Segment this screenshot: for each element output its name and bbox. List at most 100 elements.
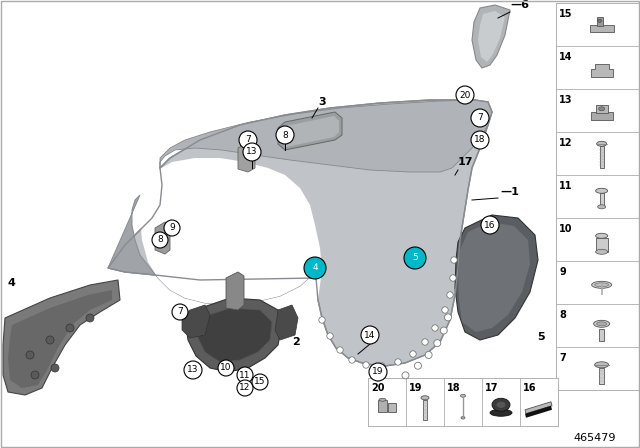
Ellipse shape (595, 283, 609, 287)
Circle shape (447, 292, 453, 298)
Circle shape (26, 351, 34, 359)
Circle shape (239, 131, 257, 149)
Ellipse shape (461, 417, 465, 419)
Bar (556, 304, 639, 347)
Bar (378, 400, 387, 412)
Bar (406, 378, 444, 426)
Circle shape (471, 109, 489, 127)
Circle shape (369, 363, 387, 381)
Circle shape (252, 374, 268, 390)
Polygon shape (591, 64, 612, 77)
Text: 11: 11 (559, 181, 573, 191)
Text: 10: 10 (220, 363, 232, 372)
Circle shape (361, 326, 379, 344)
Circle shape (327, 333, 333, 339)
Text: 13: 13 (559, 95, 573, 105)
Circle shape (456, 86, 474, 104)
Text: 20: 20 (460, 90, 470, 99)
Text: 12: 12 (559, 138, 573, 148)
Circle shape (422, 339, 428, 345)
Polygon shape (155, 222, 170, 254)
Polygon shape (140, 158, 322, 305)
Bar (423, 400, 427, 420)
Polygon shape (525, 406, 552, 418)
Bar (556, 3, 639, 390)
Text: 13: 13 (188, 366, 199, 375)
Text: 17: 17 (485, 383, 499, 393)
Text: 19: 19 (372, 367, 384, 376)
Bar (556, 218, 639, 261)
Polygon shape (3, 280, 120, 395)
Polygon shape (8, 290, 112, 388)
Ellipse shape (595, 362, 609, 368)
Circle shape (379, 363, 385, 369)
Circle shape (337, 347, 343, 353)
Text: 16: 16 (523, 383, 536, 393)
Circle shape (31, 371, 39, 379)
Text: 18: 18 (447, 383, 461, 393)
Bar (556, 3, 639, 46)
Polygon shape (275, 305, 298, 340)
Bar (596, 105, 607, 113)
Ellipse shape (421, 396, 429, 400)
Circle shape (319, 317, 325, 323)
Text: 13: 13 (246, 147, 258, 156)
Ellipse shape (461, 394, 465, 397)
Polygon shape (160, 100, 492, 172)
Circle shape (237, 380, 253, 396)
Ellipse shape (598, 107, 605, 111)
Polygon shape (108, 100, 492, 366)
Ellipse shape (591, 281, 612, 289)
Text: 15: 15 (254, 378, 266, 387)
Text: 15: 15 (559, 9, 573, 19)
Text: 8: 8 (282, 130, 288, 139)
Text: 9: 9 (169, 224, 175, 233)
Circle shape (218, 360, 234, 376)
Polygon shape (182, 305, 210, 338)
Polygon shape (226, 272, 244, 310)
Text: 20: 20 (371, 383, 385, 393)
Ellipse shape (596, 141, 607, 146)
Text: —6: —6 (510, 0, 529, 10)
Ellipse shape (490, 409, 512, 416)
Bar (556, 261, 639, 304)
Bar (600, 193, 604, 207)
Text: 5: 5 (412, 254, 418, 263)
Bar (444, 378, 482, 426)
Circle shape (395, 359, 401, 365)
Text: 4: 4 (312, 263, 318, 272)
Text: 9: 9 (559, 267, 566, 277)
Bar (388, 403, 396, 412)
Bar (599, 368, 604, 384)
Text: 7: 7 (245, 135, 251, 145)
Circle shape (184, 361, 202, 379)
Circle shape (152, 232, 168, 248)
Text: 2: 2 (292, 337, 300, 347)
Ellipse shape (596, 249, 607, 254)
Text: 17: 17 (458, 157, 474, 167)
Text: 465479: 465479 (573, 433, 616, 443)
Circle shape (349, 357, 355, 363)
Text: 12: 12 (239, 383, 251, 392)
Polygon shape (108, 195, 316, 305)
Circle shape (276, 126, 294, 144)
Bar (589, 25, 614, 32)
Circle shape (481, 216, 499, 234)
Circle shape (445, 314, 452, 321)
Bar (599, 329, 604, 341)
Polygon shape (525, 402, 552, 414)
Circle shape (425, 351, 432, 358)
Circle shape (451, 257, 457, 263)
Circle shape (442, 307, 448, 313)
Bar (596, 17, 603, 26)
Text: 10: 10 (559, 224, 573, 234)
Text: 11: 11 (239, 370, 251, 379)
Circle shape (304, 257, 326, 279)
Text: 19: 19 (409, 383, 422, 393)
Ellipse shape (379, 398, 386, 401)
Text: 18: 18 (474, 135, 486, 145)
Ellipse shape (496, 401, 506, 408)
Circle shape (243, 143, 261, 161)
Ellipse shape (598, 19, 602, 22)
Ellipse shape (596, 188, 607, 193)
